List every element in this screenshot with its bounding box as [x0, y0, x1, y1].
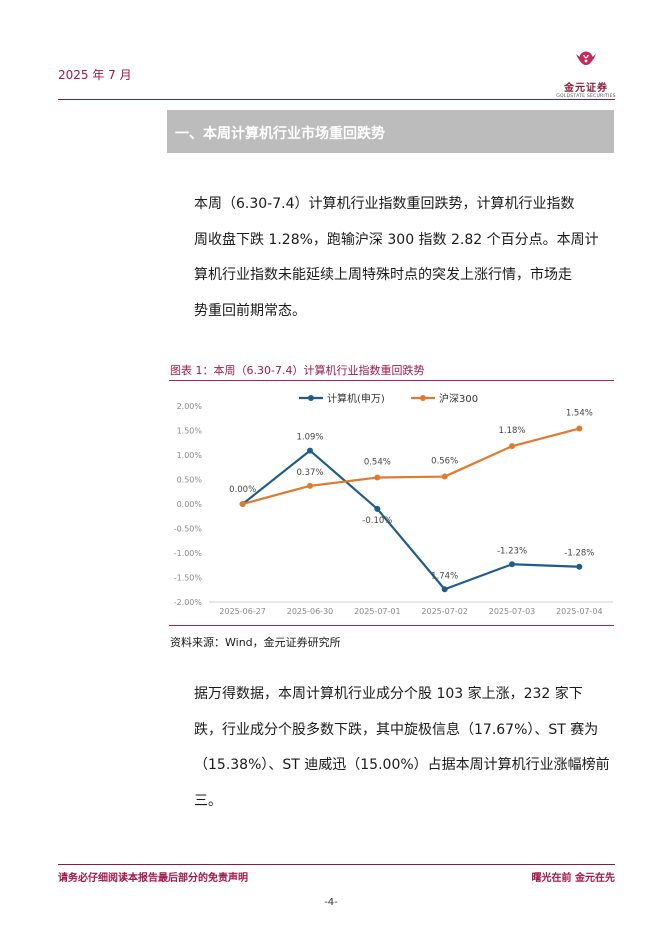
- logo-name: 金元证券: [564, 83, 608, 94]
- paragraph-line: 三。: [194, 792, 222, 809]
- logo-icon: [576, 51, 596, 65]
- data-point: [509, 443, 515, 450]
- data-label: 1.09%: [296, 433, 323, 443]
- data-label: 0.37%: [296, 468, 323, 478]
- y-tick-label: -2.00%: [174, 598, 203, 607]
- x-tick-label: 2025-07-02: [421, 607, 468, 616]
- data-label: 1.74%: [431, 571, 458, 581]
- figure-title: 图表 1：本周（6.30-7.4）计算机行业指数重回跌势: [170, 364, 425, 377]
- data-label: 0.54%: [364, 458, 391, 468]
- data-label: 1.54%: [566, 409, 593, 419]
- data-point: [374, 474, 381, 481]
- section-heading: 一、本周计算机行业市场重回跌势: [167, 110, 614, 153]
- paragraph-line: 据万得数据，本周计算机行业成分个股 103 家上涨，232 家下: [194, 686, 583, 702]
- data-point: [239, 501, 246, 507]
- report-date: 2025 年 7 月: [58, 68, 132, 82]
- legend-marker: [308, 395, 314, 401]
- line-chart: 2.00% 1.50% 1.00% 0.50% 0.00% -0.50% -1.00% -1.…: [174, 392, 613, 616]
- y-tick-label: 2.00%: [177, 402, 203, 411]
- figure-bottom-rule: [169, 625, 614, 626]
- data-label: 0.00%: [229, 485, 256, 495]
- paragraph-line: 本周（6.30-7.4）计算机行业指数重回跌势，计算机行业指数: [194, 196, 575, 212]
- data-point: [441, 473, 448, 480]
- x-tick-label: 2025-06-27: [219, 607, 266, 616]
- page-number: -4-: [324, 897, 338, 908]
- footer-divider: [58, 864, 615, 865]
- data-point: [576, 563, 583, 570]
- x-tick-label: 2025-07-04: [556, 607, 603, 616]
- paragraph-line: 算机行业指数未能延续上周特殊时点的突发上涨行情，市场走: [194, 267, 572, 283]
- figure-source: 资料来源：Wind，金元证券研究所: [170, 636, 341, 649]
- y-tick-label: -0.50%: [174, 525, 203, 534]
- data-point: [509, 561, 515, 568]
- x-tick-label: 2025-07-03: [489, 607, 536, 616]
- stocks-paragraph: 据万得数据，本周计算机行业成分个股 103 家上涨，232 家下 跌，行业成分个…: [194, 677, 614, 819]
- data-point: [374, 505, 381, 512]
- intro-paragraph: 本周（6.30-7.4）计算机行业指数重回跌势，计算机行业指数 周收盘下跌 1.…: [194, 187, 614, 329]
- legend-label: 计算机(申万): [327, 392, 385, 405]
- x-tick-label: 2025-07-01: [354, 607, 401, 616]
- paragraph-line: （15.38%）、ST 迪威迅（15.00%）占据本周计算机行业涨幅榜前: [194, 757, 610, 773]
- series-line: [241, 449, 580, 591]
- data-label: -1.23%: [497, 546, 527, 556]
- y-tick-label: -1.00%: [174, 549, 203, 558]
- paragraph-line: 周收盘下跌 1.28%，跑输沪深 300 指数 2.82 个百分点。本周计: [194, 231, 599, 248]
- footer-slogan: 曙光在前 金元在先: [531, 873, 615, 884]
- y-tick-label: 1.50%: [177, 427, 203, 436]
- series-line: [242, 427, 580, 506]
- data-point: [576, 425, 583, 432]
- data-point: [307, 482, 313, 489]
- data-label: -0.10%: [362, 516, 392, 526]
- y-tick-label: 0.50%: [177, 476, 203, 485]
- logo-en: GOLDSTATE SECURITIES: [556, 94, 616, 99]
- data-point: [441, 586, 448, 593]
- header-divider: [58, 99, 615, 100]
- legend-marker: [420, 395, 426, 401]
- y-tick-label: 1.00%: [177, 451, 203, 460]
- x-tick-label: 2025-06-30: [287, 607, 334, 616]
- data-point: [307, 447, 313, 454]
- figure-top-rule: [169, 380, 614, 381]
- y-tick-label: 0.00%: [177, 500, 203, 509]
- data-label: 0.56%: [431, 457, 458, 467]
- footer-disclaimer: 请务必仔细阅读本报告最后部分的免责声明: [58, 873, 248, 884]
- paragraph-line: 跌，行业成分个股多数下跌，其中旋极信息（17.67%）、ST 赛为: [194, 721, 599, 738]
- data-label: -1.28%: [564, 549, 594, 559]
- data-label: 1.18%: [498, 426, 525, 436]
- paragraph-line: 势重回前期常态。: [194, 302, 306, 319]
- section-title: 一、本周计算机行业市场重回跌势: [175, 126, 385, 142]
- legend-label: 沪深300: [439, 392, 478, 405]
- company-logo: 金元证券 GOLDSTATE SECURITIES: [555, 50, 617, 99]
- y-tick-label: -1.50%: [174, 574, 203, 583]
